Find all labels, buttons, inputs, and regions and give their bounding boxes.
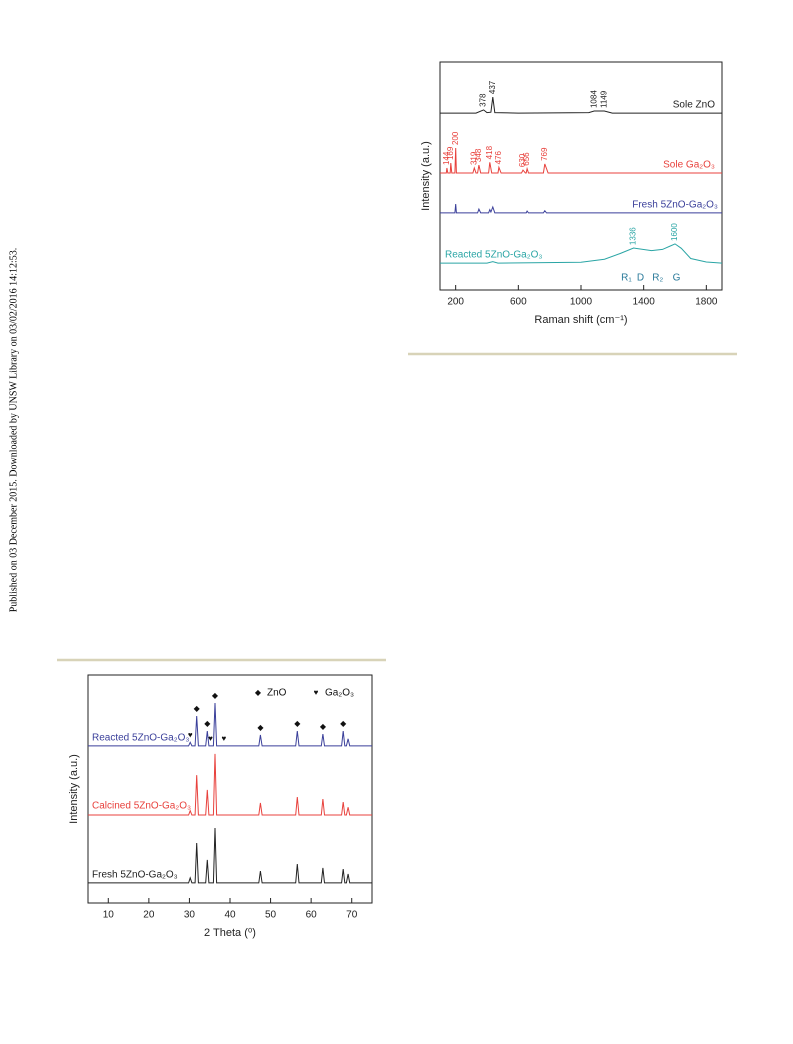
peak-marker: ◆ [294, 719, 301, 728]
peak-marker: ♥ [222, 734, 227, 743]
spectrum-line [88, 827, 372, 884]
series-label: Fresh 5ZnO-Ga₂O₃ [92, 870, 178, 881]
series-label: Fresh 5ZnO-Ga₂O₃ [632, 200, 718, 211]
peak-label: 418 [485, 145, 494, 159]
fit-label: D [637, 273, 644, 284]
x-tick-label: 200 [447, 297, 464, 308]
peak-marker: ◆ [320, 722, 327, 731]
spectrum-line [440, 97, 722, 114]
spectrum-line [440, 243, 723, 264]
series-label: Reacted 5ZnO-Ga₂O₃ [92, 733, 189, 744]
peak-label: 656 [522, 152, 531, 166]
side-note: Published on 03 December 2015. Downloade… [8, 248, 19, 613]
peak-marker: ◆ [212, 691, 219, 700]
peak-label: 169 [446, 146, 455, 160]
x-tick-label: 30 [184, 910, 196, 921]
spectrum-line [88, 702, 372, 747]
peak-label: 1600 [670, 223, 679, 241]
peak-label: 1149 [599, 90, 608, 108]
legend-label: ZnO [267, 688, 287, 699]
peak-marker: ◆ [194, 704, 201, 713]
fit-label: G [673, 273, 681, 284]
peak-label: 319 [469, 151, 478, 165]
peak-marker: ♥ [208, 734, 213, 743]
x-axis-label: Raman shift (cm⁻¹) [534, 314, 627, 326]
fit-label: R₁ [621, 273, 632, 284]
x-tick-label: 20 [143, 910, 155, 921]
peak-marker: ◆ [257, 723, 264, 732]
peak-label: 1336 [629, 227, 638, 245]
peak-label: 630 [518, 153, 527, 167]
fit-label: R₂ [652, 273, 663, 284]
peak-label: 200 [451, 131, 460, 145]
y-axis-label: Intensity (a.u.) [420, 141, 432, 211]
x-tick-label: 600 [510, 297, 527, 308]
series-label: Reacted 5ZnO-Ga₂O₃ [445, 250, 542, 261]
spectrum-line [440, 147, 722, 174]
peak-marker: ◆ [340, 719, 347, 728]
peak-marker: ◆ [204, 719, 211, 728]
legend-label: Ga₂O₃ [325, 688, 354, 699]
x-tick-label: 1000 [570, 297, 593, 308]
x-axis-label: 2 Theta (⁰) [204, 927, 256, 939]
series-label: Calcined 5ZnO-Ga₂O₃ [92, 801, 191, 812]
x-tick-label: 1400 [633, 297, 656, 308]
series-label: Sole ZnO [673, 100, 715, 111]
legend-symbol: ♥ [314, 688, 319, 697]
peak-label: 348 [474, 148, 483, 162]
peak-label: 769 [540, 147, 549, 161]
x-tick-label: 1800 [695, 297, 718, 308]
x-tick-label: 70 [346, 910, 358, 921]
series-label: Sole Ga₂O₃ [663, 160, 715, 171]
spectrum-line [88, 753, 372, 816]
legend-symbol: ◆ [255, 688, 262, 697]
peak-label: 1084 [589, 90, 598, 108]
spectrum-line [440, 203, 722, 214]
y-axis-label: Intensity (a.u.) [68, 754, 80, 824]
peak-label: 144 [442, 151, 451, 165]
x-tick-label: 50 [265, 910, 277, 921]
peak-label: 437 [488, 80, 497, 94]
x-tick-label: 40 [224, 910, 236, 921]
x-tick-label: 60 [306, 910, 318, 921]
x-tick-label: 10 [103, 910, 115, 921]
peak-label: 378 [479, 93, 488, 107]
peak-label: 476 [494, 150, 503, 164]
peak-marker: ♥ [188, 730, 193, 739]
